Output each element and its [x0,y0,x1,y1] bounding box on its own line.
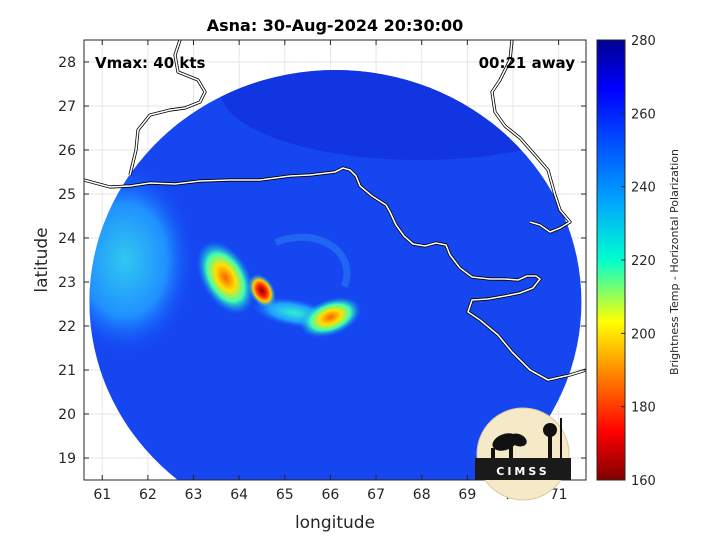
x-tick-label: 65 [276,487,294,503]
vmax-annotation: Vmax: 40 kts [95,54,205,72]
coastline [84,40,586,382]
y-tick-label: 24 [58,231,76,247]
y-tick-label: 26 [58,143,76,159]
cimss-logo: CIMSS [475,407,571,501]
x-tick-label: 63 [185,487,203,503]
colorbar-tick-label: 280 [631,34,656,49]
x-tick-label: 64 [230,487,248,503]
swath-image [89,70,582,480]
y-axis-label: latitude [32,227,52,292]
colorbar-tick-label: 160 [631,474,656,489]
colorbar-title: Brightness Temp - Horizontal Polarizatio… [668,149,681,375]
colorbar-tick-label: 260 [631,107,656,122]
y-tick-label: 25 [58,187,76,203]
y-tick-label: 20 [58,407,76,423]
spiral-band [274,233,351,288]
y-tick-label: 27 [58,99,76,115]
colorbar-ticks: 160 180 200 220 240 260 280 [621,34,656,489]
x-tick-label: 61 [93,487,111,503]
plot-frame [83,39,587,481]
x-axis-label: longitude [295,513,375,533]
colorbar-tick-label: 180 [631,401,656,416]
logo-text: CIMSS [496,465,549,478]
axis-ticks: 6162636465666768697071192021222324252627… [58,40,586,503]
chart-title: Asna: 30-Aug-2024 20:30:00 [207,16,464,35]
feature-warm-west-land [89,165,196,355]
colorbar-tick-label: 200 [631,327,656,342]
colorbar-tick-label: 220 [631,254,656,269]
x-tick-label: 67 [367,487,385,503]
x-tick-label: 68 [413,487,431,503]
feature-cold-core [248,274,276,308]
colorbar-tick-label: 240 [631,181,656,196]
y-tick-label: 21 [58,363,76,379]
y-tick-label: 22 [58,319,76,335]
y-tick-label: 28 [58,55,76,71]
feature-cold-band-west [196,240,255,315]
y-tick-label: 19 [58,451,76,467]
x-tick-label: 66 [322,487,340,503]
x-tick-label: 62 [139,487,157,503]
time-offset-annotation: 00:21 away [479,54,576,72]
x-tick-label: 71 [550,487,568,503]
colorbar [596,39,626,481]
x-tick-label: 69 [458,487,476,503]
feature-cold-band-east [299,297,362,338]
y-tick-label: 23 [58,275,76,291]
